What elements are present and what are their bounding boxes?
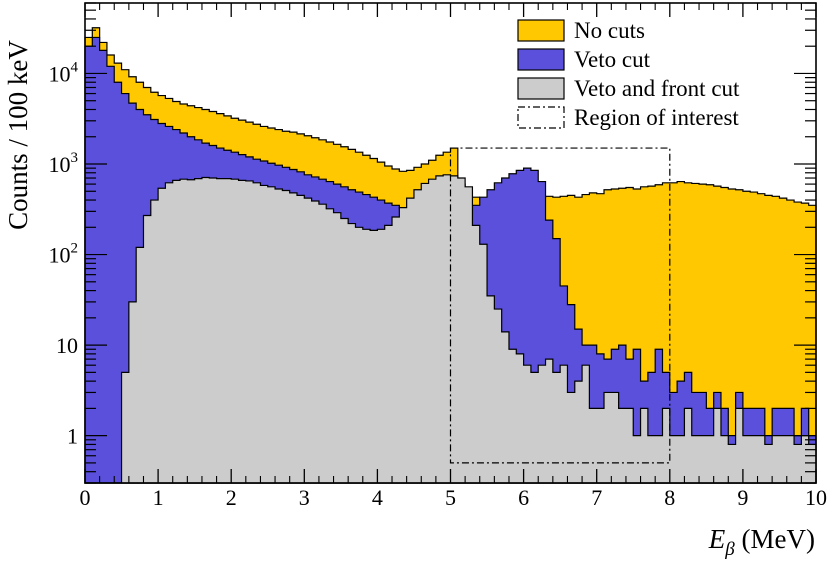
x-axis-label: Eβ (MeV): [708, 524, 815, 560]
legend-swatch: [517, 106, 565, 129]
x-tick-label: 9: [737, 485, 748, 510]
legend-entry: Veto cut: [517, 47, 651, 72]
legend-swatch: [517, 19, 565, 42]
x-axis-label-unit: (MeV): [735, 524, 815, 554]
legend-entry: Region of interest: [517, 105, 739, 130]
legend-entry: Veto and front cut: [517, 76, 740, 101]
x-axis-label-subscript: β: [724, 539, 735, 560]
y-axis-label: Counts / 100 keV: [3, 40, 33, 230]
legend-entry: No cuts: [517, 18, 645, 43]
legend-label: Veto cut: [574, 47, 651, 72]
legend-label: Veto and front cut: [574, 76, 740, 101]
legend: No cuts Veto cut Veto and front cut Region …: [517, 18, 740, 130]
x-tick-label: 3: [299, 485, 310, 510]
x-tick-label: 0: [80, 485, 91, 510]
y-axis-ticks: 1 10 102 103 104: [49, 2, 816, 484]
legend-swatch: [517, 77, 565, 100]
legend-swatch: [517, 48, 565, 71]
y-tick-label: 1: [67, 424, 78, 449]
y-tick-label: 10: [56, 333, 78, 358]
y-tick-label: 102: [49, 241, 79, 268]
y-tick-label: 103: [49, 150, 79, 177]
x-tick-label: 8: [664, 485, 675, 510]
legend-label: No cuts: [574, 18, 645, 43]
x-tick-label: 2: [226, 485, 237, 510]
x-tick-label: 5: [445, 485, 456, 510]
x-tick-label: 6: [518, 485, 529, 510]
x-axis-label-symbol: E: [708, 524, 726, 554]
y-tick-label: 104: [49, 59, 79, 86]
x-axis-ticks: 0 1 2 3 4 5 6 7 8 9 10: [80, 3, 827, 510]
legend-label: Region of interest: [574, 105, 739, 130]
roi-rectangle: [449, 147, 671, 464]
x-tick-label: 4: [372, 485, 383, 510]
x-tick-label: 1: [153, 485, 164, 510]
x-tick-label: 7: [591, 485, 602, 510]
x-tick-label: 10: [805, 485, 827, 510]
region-of-interest-box: [449, 147, 671, 464]
